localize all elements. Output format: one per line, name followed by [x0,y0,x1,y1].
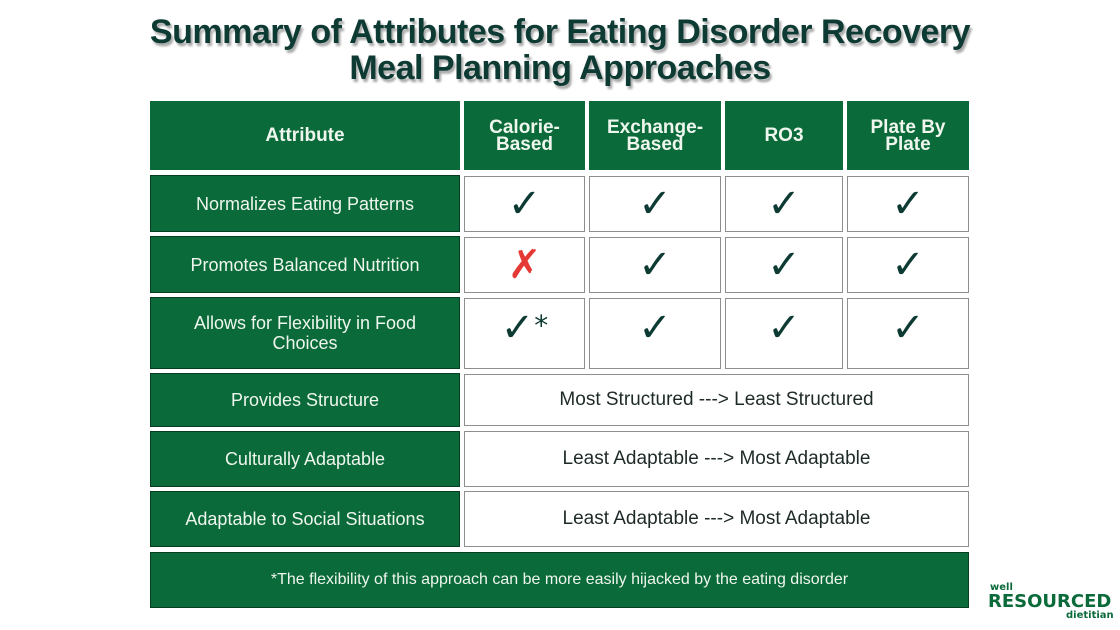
page-title: Summary of Attributes for Eating Disorde… [0,14,1120,86]
check-icon: ✓ [891,181,925,227]
cell-exchange-flexibility: ✓ [589,298,721,369]
attribute-label: Normalizes Eating Patterns [195,193,415,214]
row-normalizes-eating-patterns-label: Normalizes Eating Patterns [150,175,460,232]
cell-calorie-balanced: ✗ [464,237,585,293]
title-line-1: Summary of Attributes for Eating Disorde… [149,13,971,51]
logo-main: RESOURCED [988,591,1112,612]
header-ro3-label: RO3 [764,125,804,146]
row-promotes-balanced-nutrition-label: Promotes Balanced Nutrition [150,236,460,293]
title-line-2: Meal Planning Approaches [349,49,771,87]
attribute-label-line2: Choices [272,333,338,353]
check-icon: ✓ [891,242,925,288]
check-icon: ✓ [507,181,542,227]
header-plate-line1: Plate By [870,116,946,138]
social-scale-text: Least Adaptable ---> Most Adaptable [562,508,871,529]
asterisk-icon: * [534,309,549,342]
cell-exchange-normalizes: ✓ [589,176,721,232]
check-icon: ✓ [638,304,672,351]
cell-social-scale: Least Adaptable ---> Most Adaptable [464,491,969,547]
header-ro3: RO3 [725,101,843,170]
cell-exchange-balanced: ✓ [589,237,721,293]
well-resourced-dietitian-logo: well RESOURCED dietitian [988,583,1118,623]
header-calorie-line1: Calorie- [489,116,560,138]
cell-plate-balanced: ✓ [847,237,969,293]
cell-ro3-normalizes: ✓ [725,176,843,232]
logo-well: well [990,582,1013,593]
header-attribute: Attribute [150,101,460,170]
structure-scale-text: Most Structured ---> Least Structured [559,389,874,410]
footnote-bar: *The flexibility of this approach can be… [150,552,969,608]
check-icon: ✓ [767,242,801,288]
header-exchange-based: Exchange- Based [589,101,721,170]
cell-plate-flexibility: ✓ [847,298,969,369]
cell-calorie-flexibility: ✓ * [464,298,585,369]
header-exchange-line1: Exchange- [606,116,704,138]
check-icon: ✓ [638,181,672,227]
row-social-situations-label: Adaptable to Social Situations [150,491,460,547]
attribute-label: Culturally Adaptable [224,449,386,469]
header-plate-line2: Plate [885,133,931,155]
cross-icon: ✗ [507,242,542,288]
cell-structure-scale: Most Structured ---> Least Structured [464,374,969,426]
header-exchange-line2: Based [626,133,684,155]
row-flexibility-label: Allows for Flexibility in Food Choices [150,297,460,369]
check-icon: ✓ [767,304,801,351]
cell-ro3-balanced: ✓ [725,237,843,293]
footnote-text: *The flexibility of this approach can be… [270,571,849,588]
cell-ro3-flexibility: ✓ [725,298,843,369]
check-icon: ✓ [500,304,535,351]
row-culturally-adaptable-label: Culturally Adaptable [150,431,460,487]
header-plate-by-plate: Plate By Plate [847,101,969,170]
cultural-scale-text: Least Adaptable ---> Most Adaptable [562,448,871,469]
cell-cultural-scale: Least Adaptable ---> Most Adaptable [464,431,969,487]
check-icon: ✓ [638,242,672,288]
logo-sub: dietitian [1066,610,1114,621]
row-provides-structure-label: Provides Structure [150,373,460,427]
check-icon: ✓ [767,181,801,227]
header-calorie-line2: Based [495,133,554,155]
cell-calorie-normalizes: ✓ [464,176,585,232]
check-icon: ✓ [891,304,925,351]
cell-plate-normalizes: ✓ [847,176,969,232]
attribute-label: Promotes Balanced Nutrition [190,254,420,275]
attribute-label-line1: Allows for Flexibility in Food [193,313,417,333]
attribute-label: Provides Structure [230,390,380,410]
header-calorie-based: Calorie- Based [464,101,585,170]
attribute-label: Adaptable to Social Situations [185,509,425,529]
header-attribute-label: Attribute [265,125,345,146]
